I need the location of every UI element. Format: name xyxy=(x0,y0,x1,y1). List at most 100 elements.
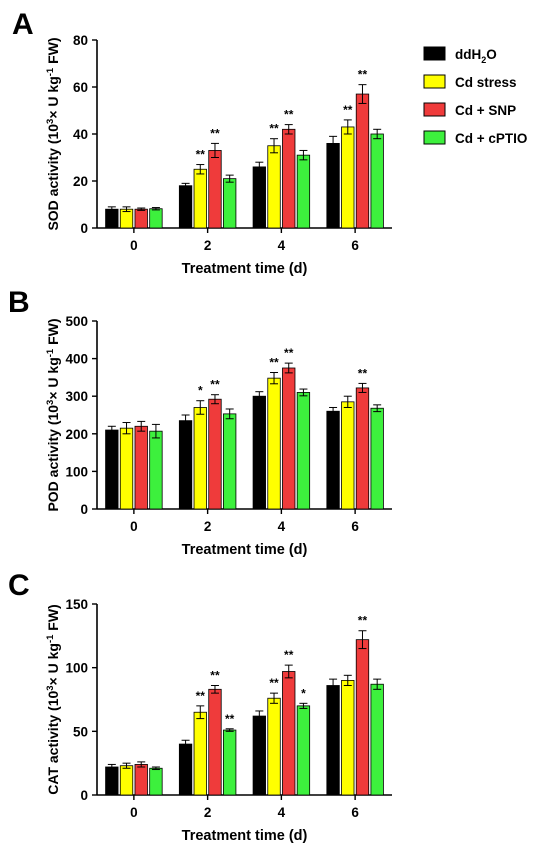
bar xyxy=(193,711,207,796)
bar xyxy=(370,133,384,229)
x-axis-label: Treatment time (d) xyxy=(182,542,308,558)
bar xyxy=(370,683,384,796)
significance-label: ** xyxy=(269,122,279,136)
bar xyxy=(149,430,163,510)
bar xyxy=(178,420,193,510)
legend-item-cd-snp: Cd + SNP xyxy=(423,102,516,118)
x-tick-label: 6 xyxy=(351,519,359,534)
bar xyxy=(208,398,222,510)
significance-label: ** xyxy=(269,356,279,370)
bar xyxy=(208,688,222,796)
bar xyxy=(282,128,296,229)
x-tick-label: 6 xyxy=(351,805,359,820)
bar xyxy=(355,639,370,796)
significance-label: ** xyxy=(269,676,279,690)
significance-label: ** xyxy=(284,346,294,360)
y-axis-label: SOD activity (103× U kg-1 FW) xyxy=(45,37,61,230)
bar xyxy=(149,767,163,796)
y-tick-label: 0 xyxy=(80,221,88,236)
bar xyxy=(355,93,370,229)
y-axis-label: POD activity (103× U kg-1 FW) xyxy=(45,318,61,511)
significance-label: ** xyxy=(210,378,220,392)
bar xyxy=(105,766,119,796)
bar xyxy=(119,765,134,796)
significance-label: ** xyxy=(343,103,353,117)
bar xyxy=(134,764,148,796)
bar xyxy=(208,150,222,229)
legend-swatch-cd-snp xyxy=(423,102,446,117)
y-tick-label: 0 xyxy=(80,788,88,803)
significance-label: ** xyxy=(196,148,206,162)
bar xyxy=(296,154,311,229)
x-axis-label: Treatment time (d) xyxy=(182,828,308,844)
x-tick-label: 4 xyxy=(278,805,286,820)
bar xyxy=(134,208,148,229)
bar xyxy=(193,407,207,510)
legend-label-cd-cptio: Cd + cPTIO xyxy=(455,131,527,146)
panel-label-c: C xyxy=(8,569,30,602)
y-tick-label: 20 xyxy=(73,174,88,189)
bar xyxy=(105,429,119,510)
x-tick-label: 2 xyxy=(204,519,212,534)
x-tick-label: 2 xyxy=(204,805,212,820)
bar xyxy=(223,729,237,796)
bar xyxy=(282,671,296,796)
bar xyxy=(223,178,237,229)
legend-item-ddh2o: ddH2O xyxy=(423,46,497,65)
y-tick-label: 150 xyxy=(65,597,88,612)
y-tick-label: 200 xyxy=(65,427,88,442)
y-tick-label: 50 xyxy=(73,724,88,739)
legend-label-ddh2o: ddH2O xyxy=(455,47,497,65)
y-tick-label: 500 xyxy=(65,314,88,329)
legend: ddH2O Cd stress Cd + SNP Cd + cPTIO xyxy=(423,46,527,146)
x-tick-label: 0 xyxy=(130,238,138,253)
significance-label: * xyxy=(198,384,203,398)
x-tick-label: 0 xyxy=(130,519,138,534)
bar xyxy=(341,680,355,796)
bar xyxy=(282,367,296,510)
bar xyxy=(267,377,281,510)
bar xyxy=(267,697,281,796)
y-tick-label: 300 xyxy=(65,389,88,404)
panel-label-b: B xyxy=(8,286,30,319)
legend-swatch-ddh2o xyxy=(423,46,446,61)
legend-label-cd-stress: Cd stress xyxy=(455,75,517,90)
significance-label: ** xyxy=(225,712,235,726)
bar xyxy=(252,166,266,229)
chart-sod-activity: 0 20 40 60 80 0 2 ** ** 4 ** ** 6 ** ** Treatment time … xyxy=(45,33,392,277)
y-tick-label: 0 xyxy=(80,502,88,517)
y-tick-label: 80 xyxy=(73,33,88,48)
significance-label: ** xyxy=(358,366,368,380)
bar xyxy=(326,410,340,510)
panel-label-a: A xyxy=(12,8,34,41)
significance-label: * xyxy=(301,686,306,700)
significance-label: ** xyxy=(358,68,368,82)
bar xyxy=(341,401,355,510)
legend-label-cd-snp: Cd + SNP xyxy=(455,103,516,118)
bar xyxy=(134,425,148,510)
legend-swatch-cd-cptio xyxy=(423,130,446,145)
bar xyxy=(341,126,355,229)
y-axis-label: CAT activity (103× U kg-1 FW) xyxy=(45,604,61,794)
y-tick-label: 60 xyxy=(73,80,88,95)
significance-label: ** xyxy=(210,668,220,682)
bar xyxy=(370,407,384,510)
bar xyxy=(355,387,370,510)
bar xyxy=(178,743,193,796)
y-tick-label: 100 xyxy=(65,464,88,479)
bar xyxy=(326,142,340,229)
bar xyxy=(252,715,266,796)
significance-label: ** xyxy=(284,648,294,662)
x-tick-label: 2 xyxy=(204,238,212,253)
bar xyxy=(149,208,163,229)
x-axis-label: Treatment time (d) xyxy=(182,261,308,277)
legend-item-cd-stress: Cd stress xyxy=(423,74,517,90)
bar xyxy=(193,168,207,229)
bar xyxy=(326,685,340,796)
x-tick-label: 4 xyxy=(278,238,286,253)
bar xyxy=(296,392,311,510)
bar xyxy=(223,413,237,510)
